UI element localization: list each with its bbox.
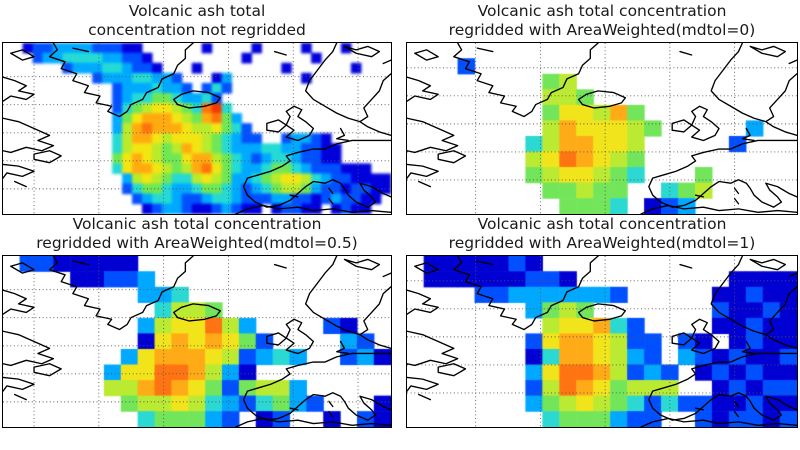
panel-title-mdtol-1: Volcanic ash total concentration regridd… <box>448 215 756 253</box>
map-panel-not-regridded <box>2 42 392 215</box>
coastlines <box>3 43 391 214</box>
coastline-gridline-overlay <box>3 43 391 214</box>
ash-heatmap-canvas <box>3 256 391 427</box>
coastline-gridline-overlay <box>407 256 797 427</box>
ash-heatmap-canvas <box>3 43 391 214</box>
ash-heatmap-canvas <box>407 43 797 214</box>
lat-lon-gridlines <box>407 43 797 214</box>
map-panel-mdtol-05 <box>2 255 392 428</box>
panel-title-mdtol-0: Volcanic ash total concentration regridd… <box>448 2 756 40</box>
map-panel-mdtol-1 <box>406 255 798 428</box>
coastline-gridline-overlay <box>3 256 391 427</box>
map-panel-mdtol-0 <box>406 42 798 215</box>
coastlines <box>3 256 391 427</box>
panel-title-mdtol-05: Volcanic ash total concentration regridd… <box>36 215 358 253</box>
coastlines <box>407 256 797 427</box>
coastline-gridline-overlay <box>407 43 797 214</box>
ash-heatmap-canvas <box>407 256 797 427</box>
panel-title-not-regridded: Volcanic ash total concentration not reg… <box>88 2 306 40</box>
coastlines <box>407 43 797 214</box>
lat-lon-gridlines <box>407 256 797 427</box>
